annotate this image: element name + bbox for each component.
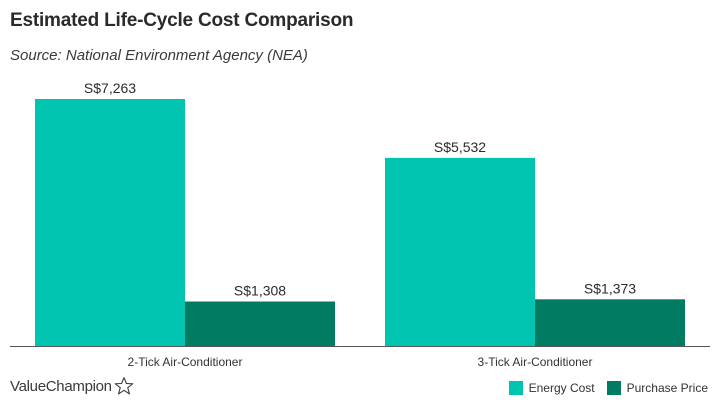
legend-swatch-energy-cost [508, 381, 523, 395]
bar-purchase-price-2 [535, 299, 685, 346]
bar-energy-cost-2 [385, 157, 535, 346]
brand-name: ValueChampion [10, 377, 112, 395]
category-tick-label-1: 2-Tick Air-Conditioner [128, 355, 243, 369]
chart-subtitle: Source: National Environment Agency (NEA… [10, 47, 308, 64]
bar-energy-cost-1 [35, 99, 185, 346]
legend-swatch-purchase-price [606, 381, 621, 395]
data-label-energy-cost-1: S$7,263 [84, 80, 136, 96]
legend-item-energy-cost: Energy Cost [508, 381, 595, 395]
legend-item-purchase-price: Purchase Price [606, 381, 708, 395]
legend-label-purchase-price: Purchase Price [626, 381, 708, 395]
category-tick-label-2: 3-Tick Air-Conditioner [478, 355, 593, 369]
data-label-purchase-price-1: S$1,308 [234, 283, 286, 299]
chart-legend: Energy Cost Purchase Price [508, 381, 708, 395]
star-icon [114, 377, 134, 395]
data-label-energy-cost-2: S$5,532 [434, 139, 486, 155]
legend-label-energy-cost: Energy Cost [528, 381, 595, 395]
brand-logo: ValueChampion [10, 376, 134, 396]
data-label-purchase-price-2: S$1,373 [584, 280, 636, 296]
chart-title: Estimated Life-Cycle Cost Comparison [10, 10, 354, 31]
bar-purchase-price-1 [185, 301, 335, 346]
